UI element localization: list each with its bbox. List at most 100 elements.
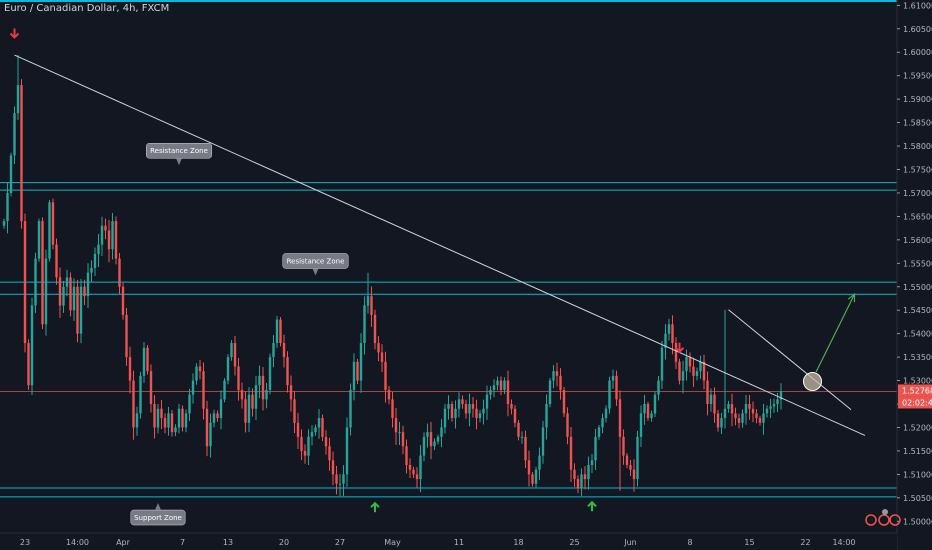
candle-body <box>237 366 240 390</box>
candle-body <box>23 221 27 344</box>
candle-body <box>415 474 419 480</box>
candle-body <box>608 380 611 409</box>
candle-body <box>702 361 706 381</box>
candle-body <box>139 375 142 414</box>
callout-label: Resistance Zone <box>150 147 208 155</box>
candle-body <box>674 343 678 362</box>
candle-body <box>489 389 492 395</box>
candle-body <box>569 436 573 470</box>
candle-body <box>559 375 562 390</box>
time-axis-panel <box>0 533 897 550</box>
candle-body <box>209 422 212 447</box>
candle-body <box>30 305 34 386</box>
candle-body <box>156 408 160 428</box>
price-axis[interactable]: 1.61000 1.60500 1.60000 1.59500 1.59000 1.585… <box>897 1 932 526</box>
candle-body <box>496 380 499 386</box>
candle-body <box>41 221 44 325</box>
candle-body <box>128 357 132 381</box>
candle-body <box>254 385 258 409</box>
time-tick-label: 7 <box>180 538 185 547</box>
candle-body <box>506 380 510 405</box>
price-tick-label: 1.57000 <box>903 189 932 198</box>
price-tick-label: 1.60500 <box>903 25 932 34</box>
candle-body <box>688 357 692 367</box>
candle-body <box>282 343 286 358</box>
candle-body <box>562 389 566 414</box>
candle-body <box>258 375 261 386</box>
candle-body <box>692 366 695 376</box>
candle-body <box>706 380 709 405</box>
candle-body <box>443 408 447 428</box>
trendline <box>728 309 852 411</box>
callout-note: Resistance Zone <box>282 253 349 276</box>
candle-body <box>349 389 352 428</box>
candle-body <box>468 404 471 414</box>
candle-body <box>685 357 688 372</box>
candle-body <box>720 418 723 428</box>
price-tick-label: 1.53500 <box>903 353 932 362</box>
candle-body <box>352 361 356 390</box>
candle-body <box>601 418 604 428</box>
candle-body <box>741 413 744 423</box>
candle-body <box>646 404 650 419</box>
candle-body <box>356 361 359 381</box>
candle-body <box>716 413 720 428</box>
candle-body <box>20 85 23 222</box>
price-tick-label: 1.56500 <box>903 212 932 221</box>
price-tick-label: 1.60000 <box>903 48 932 57</box>
annotations-layer: Resistance Zone Resistance Zone Support Zo… <box>9 28 685 526</box>
trendline <box>14 54 866 436</box>
price-tick-label: 1.54000 <box>903 330 932 339</box>
candle-body <box>615 375 618 400</box>
candle-body <box>499 380 503 390</box>
price-tick-label: 1.51000 <box>903 470 932 479</box>
candle-body <box>482 408 485 414</box>
time-tick-label: 20 <box>279 538 289 547</box>
candle-body <box>160 408 163 419</box>
candle-body <box>709 394 713 405</box>
candle-body <box>779 391 783 400</box>
candle-body <box>125 314 128 358</box>
candle-body <box>485 394 489 409</box>
candle-body <box>230 343 233 358</box>
candle-body <box>342 474 345 484</box>
chart-title: Euro / Canadian Dollar, 4h, FXCM <box>4 3 170 14</box>
time-axis[interactable]: 23 14:00 Apr 7 13 20 27 May 11 18 25 Jun 8 15 22 14:00 <box>20 538 856 547</box>
candle-body <box>769 406 772 409</box>
candle-body <box>373 314 377 344</box>
candle-body <box>132 380 135 428</box>
time-tick-label: 11 <box>454 538 464 547</box>
candle-body <box>510 404 513 409</box>
candle-body <box>72 286 76 311</box>
price-tick-label: 1.59500 <box>903 72 932 81</box>
price-tick-label: 1.57500 <box>903 166 932 175</box>
candle-body <box>363 305 366 344</box>
candle-body <box>69 277 72 311</box>
candle-body <box>198 366 202 372</box>
candle-body <box>436 436 440 442</box>
price-tick-label: 1.52000 <box>903 423 932 432</box>
candle-body <box>776 399 779 405</box>
countdown-label: 02:02:41 <box>902 398 932 407</box>
candle-body <box>727 404 730 409</box>
candle-body <box>307 436 310 456</box>
time-tick-label: 14:00 <box>66 538 89 547</box>
candle-body <box>713 394 716 414</box>
candle-body <box>272 343 275 358</box>
time-tick-label: 22 <box>800 538 810 547</box>
candle-body <box>6 192 9 222</box>
candle-body <box>83 286 86 297</box>
candle-body <box>391 399 394 419</box>
candle-body <box>408 464 412 470</box>
candle-body <box>366 296 370 306</box>
price-tick-label: 1.54500 <box>903 306 932 315</box>
candle-body <box>461 399 464 405</box>
candle-body <box>594 436 597 461</box>
candle-body <box>58 277 62 306</box>
candle-body <box>79 286 83 334</box>
candle-body <box>440 427 443 437</box>
candle-body <box>55 244 58 278</box>
record-icon <box>878 514 890 526</box>
candle-body <box>545 404 548 428</box>
